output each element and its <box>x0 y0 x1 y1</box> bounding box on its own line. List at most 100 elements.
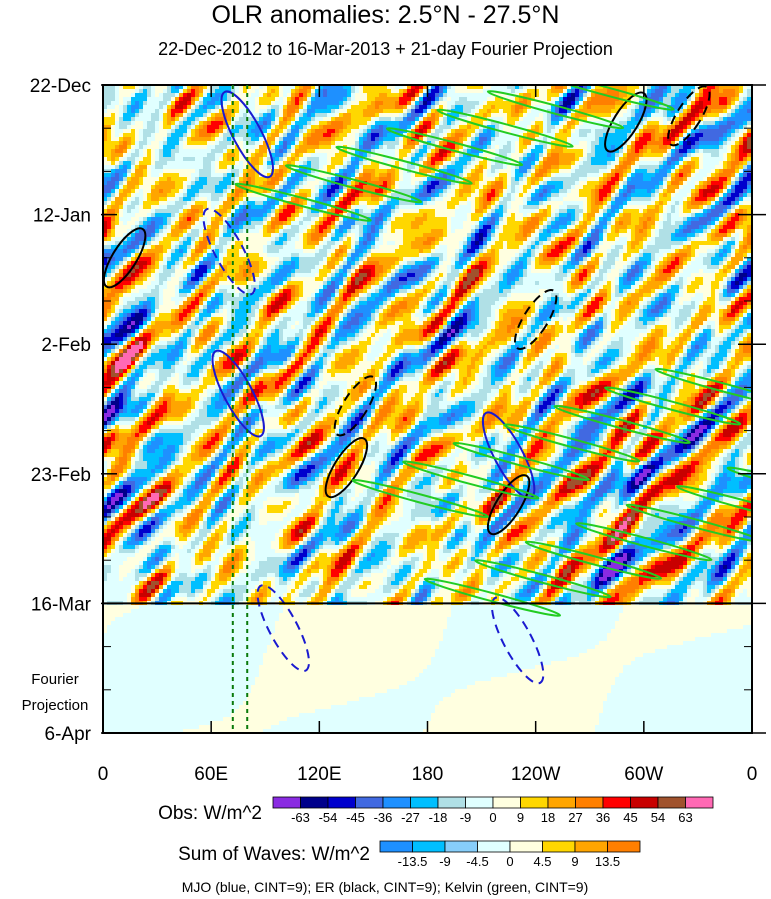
field-cell <box>687 149 692 154</box>
field-cell <box>291 145 296 150</box>
field-cell <box>687 145 692 150</box>
field-cell <box>179 141 184 146</box>
field-cell <box>259 117 264 122</box>
field-cell <box>327 129 332 134</box>
field-cell <box>699 137 704 142</box>
field-cell <box>395 105 400 110</box>
field-cell <box>287 129 292 134</box>
field-cell <box>355 89 360 94</box>
field-cell <box>391 97 396 102</box>
field-cell <box>723 129 728 134</box>
field-cell <box>351 93 356 98</box>
field-cell <box>543 89 548 94</box>
field-cell <box>367 93 372 98</box>
field-cell <box>543 137 548 142</box>
field-cell <box>291 105 296 110</box>
field-cell <box>499 101 504 106</box>
field-cell <box>363 105 368 110</box>
field-cell <box>143 109 148 114</box>
field-cell <box>735 141 740 146</box>
field-cell <box>367 101 372 106</box>
field-cell <box>283 125 288 130</box>
field-cell <box>407 145 412 150</box>
field-cell <box>659 129 664 134</box>
field-cell <box>431 153 436 158</box>
field-cell <box>211 97 216 102</box>
field-cell <box>387 101 392 106</box>
field-cell <box>239 137 244 142</box>
field-cell <box>175 153 180 158</box>
field-cell <box>683 121 688 126</box>
field-cell <box>575 149 580 154</box>
field-cell <box>611 105 616 110</box>
field-cell <box>567 153 572 158</box>
field-cell <box>275 137 280 142</box>
field-cell <box>187 153 192 158</box>
field-cell <box>123 121 128 126</box>
field-cell <box>471 133 476 138</box>
field-cell <box>215 153 220 158</box>
field-cell <box>191 105 196 110</box>
field-cell <box>519 109 524 114</box>
field-cell <box>419 97 424 102</box>
field-cell <box>647 113 652 118</box>
field-cell <box>623 109 628 114</box>
field-cell <box>295 149 300 154</box>
field-cell <box>663 113 668 118</box>
field-cell <box>719 121 724 126</box>
field-cell <box>411 105 416 110</box>
field-cell <box>723 89 728 94</box>
field-cell <box>463 93 468 98</box>
field-cell <box>555 129 560 134</box>
field-cell <box>143 93 148 98</box>
field-cell <box>507 113 512 118</box>
field-cell <box>507 149 512 154</box>
field-cell <box>579 97 584 102</box>
field-cell <box>627 149 632 154</box>
field-cell <box>183 121 188 126</box>
field-cell <box>239 133 244 138</box>
field-cell <box>455 121 460 126</box>
field-cell <box>179 153 184 158</box>
field-cell <box>203 89 208 94</box>
field-cell <box>211 153 216 158</box>
field-cell <box>435 153 440 158</box>
field-cell <box>199 133 204 138</box>
field-cell <box>659 93 664 98</box>
field-cell <box>651 149 656 154</box>
field-cell <box>207 149 212 154</box>
field-cell <box>215 133 220 138</box>
field-cell <box>251 137 256 142</box>
field-cell <box>639 141 644 146</box>
field-cell <box>227 97 232 102</box>
field-cell <box>643 133 648 138</box>
field-cell <box>267 129 272 134</box>
field-cell <box>599 105 604 110</box>
field-cell <box>299 125 304 130</box>
field-cell <box>351 97 356 102</box>
field-cell <box>619 137 624 142</box>
field-cell <box>167 149 172 154</box>
field-cell <box>247 129 252 134</box>
field-cell <box>171 89 176 94</box>
field-cell <box>195 101 200 106</box>
field-cell <box>451 121 456 126</box>
field-cell <box>699 145 704 150</box>
field-cell <box>615 93 620 98</box>
field-cell <box>499 141 504 146</box>
field-cell <box>439 149 444 154</box>
field-cell <box>287 105 292 110</box>
field-cell <box>115 105 120 110</box>
field-cell <box>119 117 124 122</box>
field-cell <box>299 109 304 114</box>
field-cell <box>327 137 332 142</box>
field-cell <box>383 145 388 150</box>
field-cell <box>459 121 464 126</box>
field-cell <box>583 129 588 134</box>
field-cell <box>559 129 564 134</box>
field-cell <box>599 133 604 138</box>
field-cell <box>555 97 560 102</box>
field-cell <box>447 121 452 126</box>
field-cell <box>623 117 628 122</box>
field-cell <box>511 113 516 118</box>
